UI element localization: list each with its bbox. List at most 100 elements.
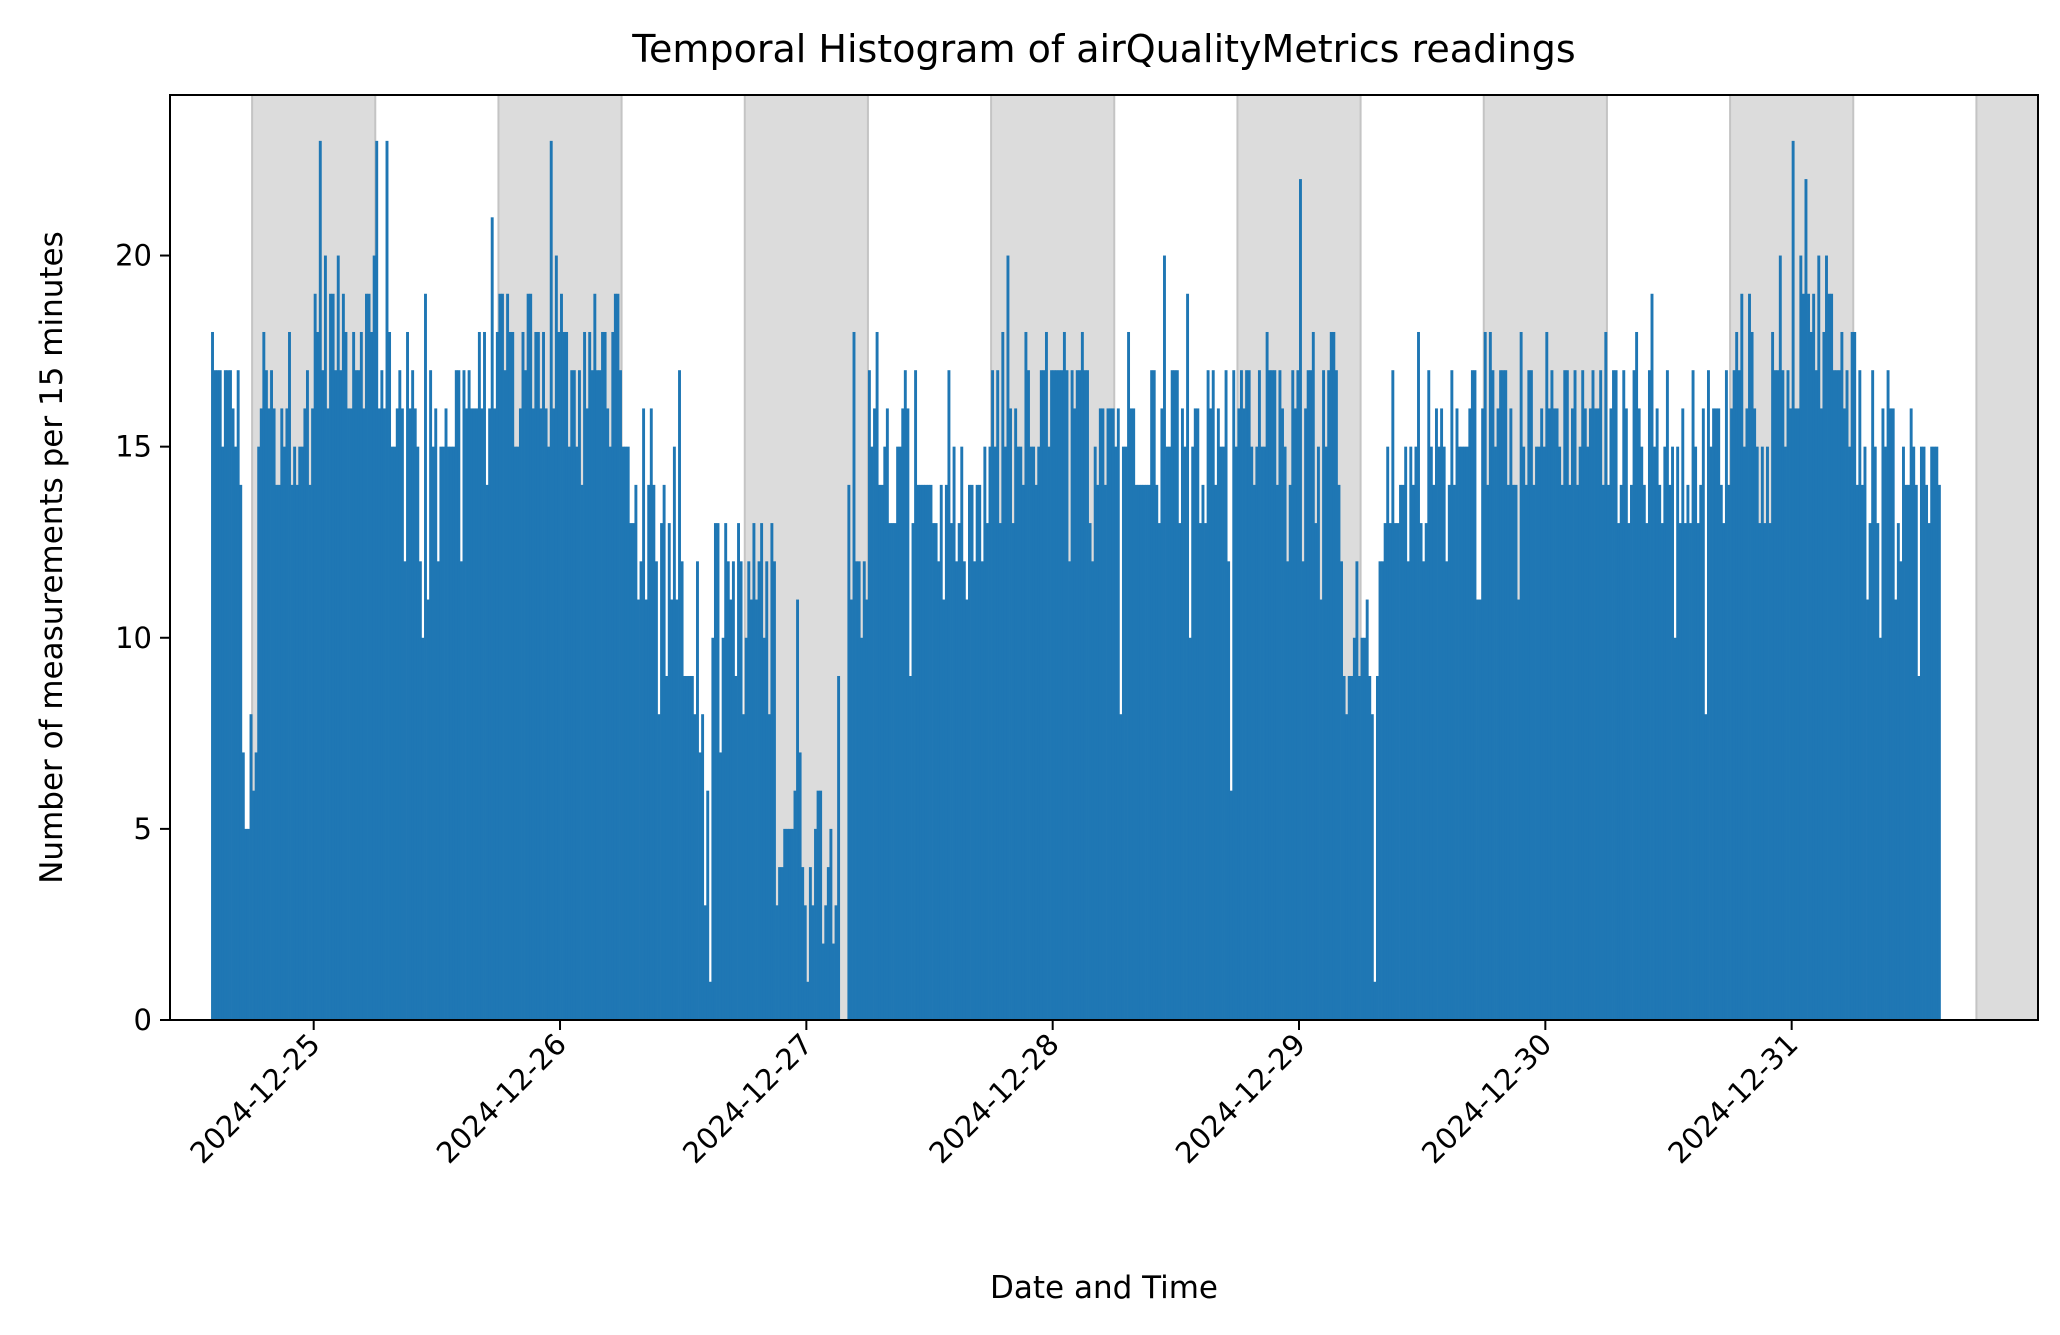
histogram-bar <box>1370 714 1374 1020</box>
histogram-bar <box>690 675 694 1020</box>
histogram-bar <box>1560 484 1564 1020</box>
histogram-bar <box>1922 446 1926 1020</box>
histogram-bar <box>1193 408 1197 1020</box>
histogram-bar <box>878 484 882 1020</box>
histogram-bar <box>1104 484 1107 1020</box>
histogram-bar <box>719 752 723 1020</box>
histogram-bar <box>1758 523 1762 1020</box>
histogram-bar <box>1542 446 1546 1020</box>
histogram-bar <box>916 484 920 1020</box>
histogram-bar <box>996 370 1000 1020</box>
histogram-bar <box>1547 408 1551 1020</box>
histogram-bar <box>1599 370 1603 1020</box>
histogram-bar <box>816 790 820 1020</box>
histogram-bar <box>1676 446 1680 1020</box>
histogram-bar <box>270 370 273 1020</box>
histogram-bar <box>1748 293 1751 1020</box>
histogram-bar <box>252 790 256 1020</box>
histogram-bar <box>865 599 869 1020</box>
histogram-bar <box>457 370 461 1020</box>
histogram-bar <box>985 523 989 1020</box>
histogram-bar <box>1268 370 1272 1020</box>
histogram-bar <box>1914 484 1918 1020</box>
histogram-bar <box>1596 408 1600 1020</box>
histogram-bar <box>277 484 281 1020</box>
histogram-bar <box>1452 484 1456 1020</box>
histogram-bar <box>583 331 587 1020</box>
histogram-bar <box>1011 523 1015 1020</box>
y-tick-label: 20 <box>115 239 152 273</box>
y-tick-label: 5 <box>134 812 152 846</box>
histogram-bar <box>1124 446 1128 1020</box>
histogram-bar <box>1642 484 1646 1020</box>
histogram-bar <box>1327 370 1331 1020</box>
histogram-bar <box>855 561 859 1020</box>
histogram-bar <box>934 523 938 1020</box>
histogram-bar <box>801 867 805 1020</box>
histogram-bar <box>280 408 284 1020</box>
histogram-bar <box>724 523 728 1020</box>
histogram-bar <box>1768 523 1772 1020</box>
histogram-bar <box>726 561 730 1020</box>
histogram-bar <box>1201 484 1205 1020</box>
histogram-bar <box>693 714 697 1020</box>
histogram-bar <box>1511 484 1515 1020</box>
histogram-bar <box>295 484 299 1020</box>
histogram-bar <box>1373 981 1377 1020</box>
histogram-bar <box>1358 675 1361 1020</box>
histogram-bar <box>660 523 664 1020</box>
histogram-bar <box>1691 370 1695 1020</box>
histogram-bar <box>1121 446 1125 1020</box>
histogram-bar <box>624 446 628 1020</box>
histogram-bar <box>1186 293 1190 1020</box>
histogram-bar <box>1098 408 1102 1020</box>
histogram-bar <box>1134 484 1138 1020</box>
histogram-bar <box>1401 484 1405 1020</box>
histogram-bar <box>621 446 625 1020</box>
histogram-bar <box>1766 446 1769 1020</box>
histogram-bar <box>1645 523 1649 1020</box>
histogram-bar <box>229 370 232 1020</box>
histogram-bar <box>824 905 828 1020</box>
histogram-bar <box>1329 331 1333 1020</box>
histogram-bar <box>1527 370 1531 1020</box>
histogram-bar <box>670 599 674 1020</box>
histogram-bar <box>211 331 214 1020</box>
histogram-bar <box>385 140 389 1020</box>
histogram-bar <box>1478 599 1482 1020</box>
histogram-bar <box>721 637 725 1020</box>
histogram-bar <box>298 446 302 1020</box>
histogram-bar <box>354 370 358 1020</box>
histogram-bar <box>1378 561 1382 1020</box>
histogram-bar <box>300 446 304 1020</box>
histogram-bar <box>1486 484 1490 1020</box>
histogram-bar <box>1337 484 1341 1020</box>
histogram-bar <box>1866 599 1869 1020</box>
histogram-bar <box>1935 446 1939 1020</box>
histogram-bar <box>983 446 987 1020</box>
histogram-bar <box>1070 370 1074 1020</box>
histogram-bar <box>939 484 943 1020</box>
histogram-bar <box>1514 484 1518 1020</box>
histogram-bar <box>1411 484 1415 1020</box>
chart-title: Temporal Histogram of airQualityMetrics … <box>631 27 1575 71</box>
histogram-bar <box>1704 714 1708 1020</box>
histogram-bar <box>1306 370 1310 1020</box>
histogram-bar <box>1655 408 1659 1020</box>
histogram-bar <box>1255 446 1259 1020</box>
y-tick-label: 10 <box>115 621 152 655</box>
histogram-bar <box>1383 523 1387 1020</box>
histogram-bar <box>1714 408 1718 1020</box>
histogram-bar <box>226 370 230 1020</box>
histogram-bar <box>1550 370 1554 1020</box>
histogram-bar <box>1183 446 1187 1020</box>
histogram-bar <box>1794 408 1798 1020</box>
histogram-bar <box>683 675 687 1020</box>
histogram-bar <box>962 561 966 1020</box>
histogram-bar <box>1727 484 1731 1020</box>
histogram-bar <box>752 523 756 1020</box>
histogram-bar <box>1342 675 1346 1020</box>
histogram-bar <box>1683 523 1687 1020</box>
histogram-bar <box>1689 523 1692 1020</box>
histogram-bar <box>1109 408 1113 1020</box>
